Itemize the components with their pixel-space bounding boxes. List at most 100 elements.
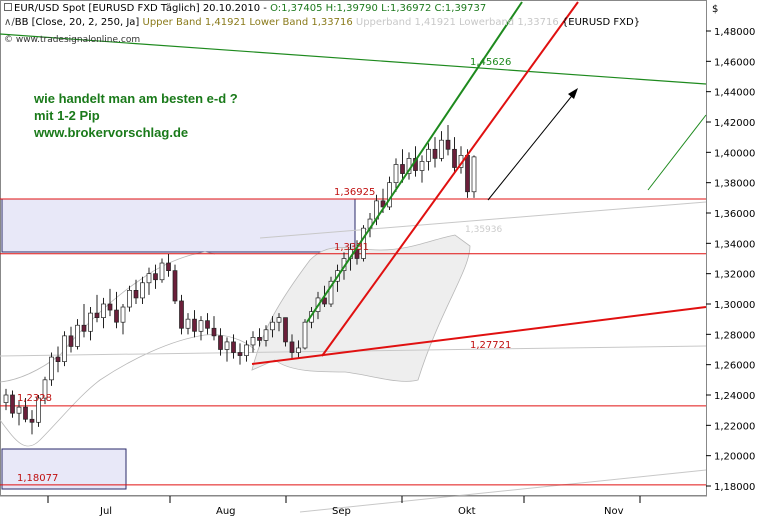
label-1-36925: 1,36925: [334, 187, 375, 198]
red-channel-line: [321, 1, 579, 357]
bb-source: {EURUSD FXD}: [561, 17, 641, 28]
candle-down: [452, 148, 457, 168]
header-line-1: EUR/USD Spot [EURUSD FXD Täglich] 20.10.…: [4, 3, 486, 14]
candle-down: [211, 327, 217, 337]
y-tick-label: 1,42000: [714, 118, 755, 129]
label-1-2328: 1,2328: [17, 393, 52, 404]
candle-down: [445, 139, 451, 150]
candle-up: [439, 139, 444, 159]
candle-up: [276, 317, 282, 323]
y-tick-label: 1,30000: [714, 300, 755, 311]
grey-trendline-3: [299, 469, 707, 513]
header-line-2: ∧∕BB [Close, 20, 2, 250, Ja] Upper Band …: [4, 17, 640, 28]
candle-down: [400, 164, 405, 174]
candle-up: [263, 329, 269, 341]
bb-bands-label: Upper Band 1,41921 Lower Band 1,33716: [142, 17, 353, 28]
y-tick-label: 1,48000: [714, 27, 755, 38]
candle-down: [172, 270, 178, 302]
candle-down: [283, 317, 288, 343]
candle-up: [140, 282, 145, 299]
candle-up: [296, 347, 301, 353]
y-tick-label: 1,38000: [714, 179, 755, 190]
candle-up: [16, 406, 22, 414]
candle-up: [302, 321, 308, 349]
y-tick-label: 1,44000: [714, 88, 755, 99]
bb-bands-faded: Upperband 1,41921 Lowerband 1,33716: [355, 17, 559, 28]
annotation-line-3: www.brokervorschlag.de: [34, 125, 189, 140]
y-axis: 1,48000 1,46000 1,44000 1,42000 1,40000 1,380…: [706, 27, 755, 493]
candle-up: [224, 341, 230, 350]
y-tick-label: 1,32000: [714, 270, 755, 281]
candle-down: [205, 320, 210, 329]
candle-down: [218, 335, 223, 350]
x-month-label: Aug: [216, 506, 236, 517]
support-box: [1, 448, 127, 490]
x-month-label: Jul: [99, 506, 112, 517]
candle-up: [62, 335, 67, 362]
candle-down: [354, 249, 360, 259]
candle-down: [10, 394, 15, 414]
candle-down: [179, 300, 184, 329]
y-tick-label: 1,46000: [714, 57, 755, 68]
annotation-line-2: mit 1-2 Pip: [34, 108, 100, 123]
candle-up: [3, 394, 9, 403]
ohlc-label: O:1,37405 H:1,39790 L:1,36972 C:1,39737: [270, 3, 487, 14]
currency-symbol: $: [712, 4, 718, 15]
candle-up: [393, 164, 399, 184]
symbol-label: EUR/USD Spot [EURUSD FXD Täglich] 20.10.…: [14, 3, 267, 14]
candle-down: [465, 155, 470, 193]
bb-icon: ∧∕: [4, 17, 15, 28]
grey-trendline-2: [259, 201, 707, 239]
candle-down: [107, 303, 113, 311]
green-parallel-line: [647, 114, 707, 191]
candle-down: [380, 200, 386, 208]
red-support-line: [251, 306, 707, 365]
label-1-45626: 1,45626: [470, 57, 511, 68]
candle-down: [322, 297, 327, 305]
x-month-label: Sep: [332, 506, 351, 517]
candle-down: [231, 341, 236, 353]
y-tick-label: 1,40000: [714, 148, 755, 159]
y-tick-label: 1,34000: [714, 239, 755, 250]
candle-up: [185, 318, 191, 329]
candle-up: [198, 320, 204, 332]
candle-down: [237, 352, 243, 356]
candle-up: [419, 161, 425, 171]
candle-up: [101, 303, 106, 318]
y-tick-label: 1,26000: [714, 361, 755, 372]
bb-label: BB [Close, 20, 2, 250, Ja]: [14, 17, 140, 28]
candle-down: [257, 337, 262, 341]
candle-down: [114, 309, 119, 323]
y-tick-label: 1,24000: [714, 391, 755, 402]
candle-up: [471, 156, 477, 193]
candle-down: [432, 148, 438, 159]
candle-up: [244, 344, 249, 356]
arrow-head-icon: [568, 88, 578, 99]
candle-up: [49, 356, 54, 381]
green-channel-line: [306, 1, 523, 323]
y-tick-label: 1,20000: [714, 452, 755, 463]
candle-up: [88, 312, 93, 332]
candle-up: [387, 182, 392, 208]
forecast-arrow: [487, 91, 576, 201]
resistance-box: [1, 198, 356, 253]
x-month-label: Okt: [458, 506, 476, 517]
y-tick-label: 1,36000: [714, 209, 755, 220]
candle-down: [29, 418, 35, 423]
candle-down: [23, 406, 28, 420]
candle-down: [94, 312, 100, 319]
checkbox-icon[interactable]: [4, 3, 12, 11]
watermark: © www.tradesignalonline.com: [4, 35, 141, 45]
candle-down: [153, 273, 158, 281]
x-axis: Jul Aug Sep Okt Nov: [47, 496, 641, 517]
candle-up: [361, 227, 366, 259]
candle-down: [55, 356, 61, 362]
candle-up: [159, 262, 165, 281]
candle-up: [426, 148, 431, 162]
candle-up: [36, 397, 41, 423]
candle-down: [68, 335, 74, 347]
candle-up: [328, 280, 334, 305]
candle-down: [133, 290, 139, 299]
candle-up: [42, 379, 48, 399]
